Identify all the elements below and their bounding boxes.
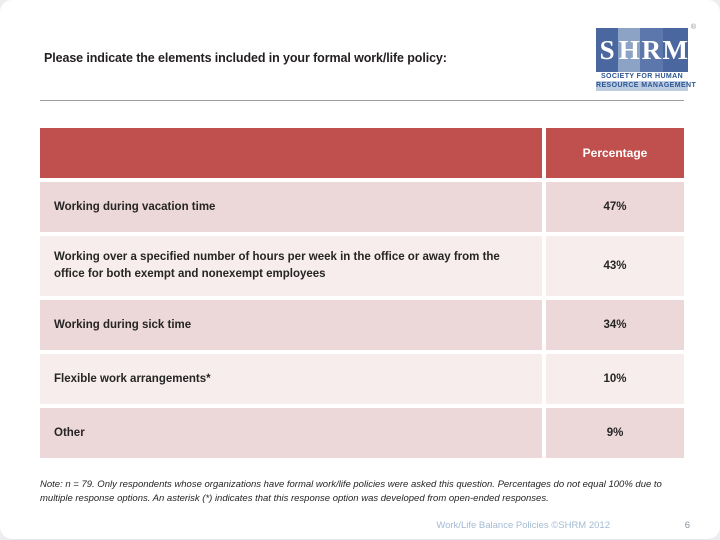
logo-letter-r: R	[640, 28, 663, 72]
row-value: 10%	[546, 354, 684, 404]
table-row: Working during vacation time 47%	[40, 182, 684, 232]
slide-footer: Work/Life Balance Policies ©SHRM 2012 6	[0, 520, 720, 536]
row-value: 34%	[546, 300, 684, 350]
row-label: Flexible work arrangements*	[40, 354, 542, 404]
logo-tagline-line2: RESOURCE MANAGEMENT	[596, 81, 697, 91]
table-row: Working during sick time 34%	[40, 300, 684, 350]
row-label: Other	[40, 408, 542, 458]
table-row: Other 9%	[40, 408, 684, 458]
shrm-logo: S H R M ® SOCIETY FOR HUMAN RESOURCE MAN…	[596, 24, 697, 91]
row-label: Working during sick time	[40, 300, 542, 350]
column-header-empty	[40, 128, 542, 178]
shrm-logo-letterbox: S H R M ®	[596, 24, 696, 72]
logo-letter-m: M	[662, 28, 688, 72]
table-row: Flexible work arrangements* 10%	[40, 354, 684, 404]
row-value: 9%	[546, 408, 684, 458]
column-header-percentage: Percentage	[546, 128, 684, 178]
row-label: Working over a specified number of hours…	[40, 236, 542, 296]
logo-letter-s: S	[596, 28, 619, 72]
registered-trademark-icon: ®	[690, 24, 696, 31]
title-divider	[40, 100, 684, 101]
page-number: 6	[684, 520, 690, 531]
footer-source: Work/Life Balance Policies ©SHRM 2012	[436, 520, 610, 531]
logo-letter-h: H	[618, 28, 641, 72]
row-value: 47%	[546, 182, 684, 232]
logo-tagline-line1: SOCIETY FOR HUMAN	[600, 73, 684, 80]
row-value: 43%	[546, 236, 684, 296]
policy-table: Percentage Working during vacation time …	[40, 128, 684, 458]
table-row: Working over a specified number of hours…	[40, 236, 684, 296]
footnote: Note: n = 79. Only respondents whose org…	[40, 479, 662, 505]
row-label: Working during vacation time	[40, 182, 542, 232]
slide-title: Please indicate the elements included in…	[44, 51, 447, 65]
table-header-row: Percentage	[40, 128, 684, 178]
